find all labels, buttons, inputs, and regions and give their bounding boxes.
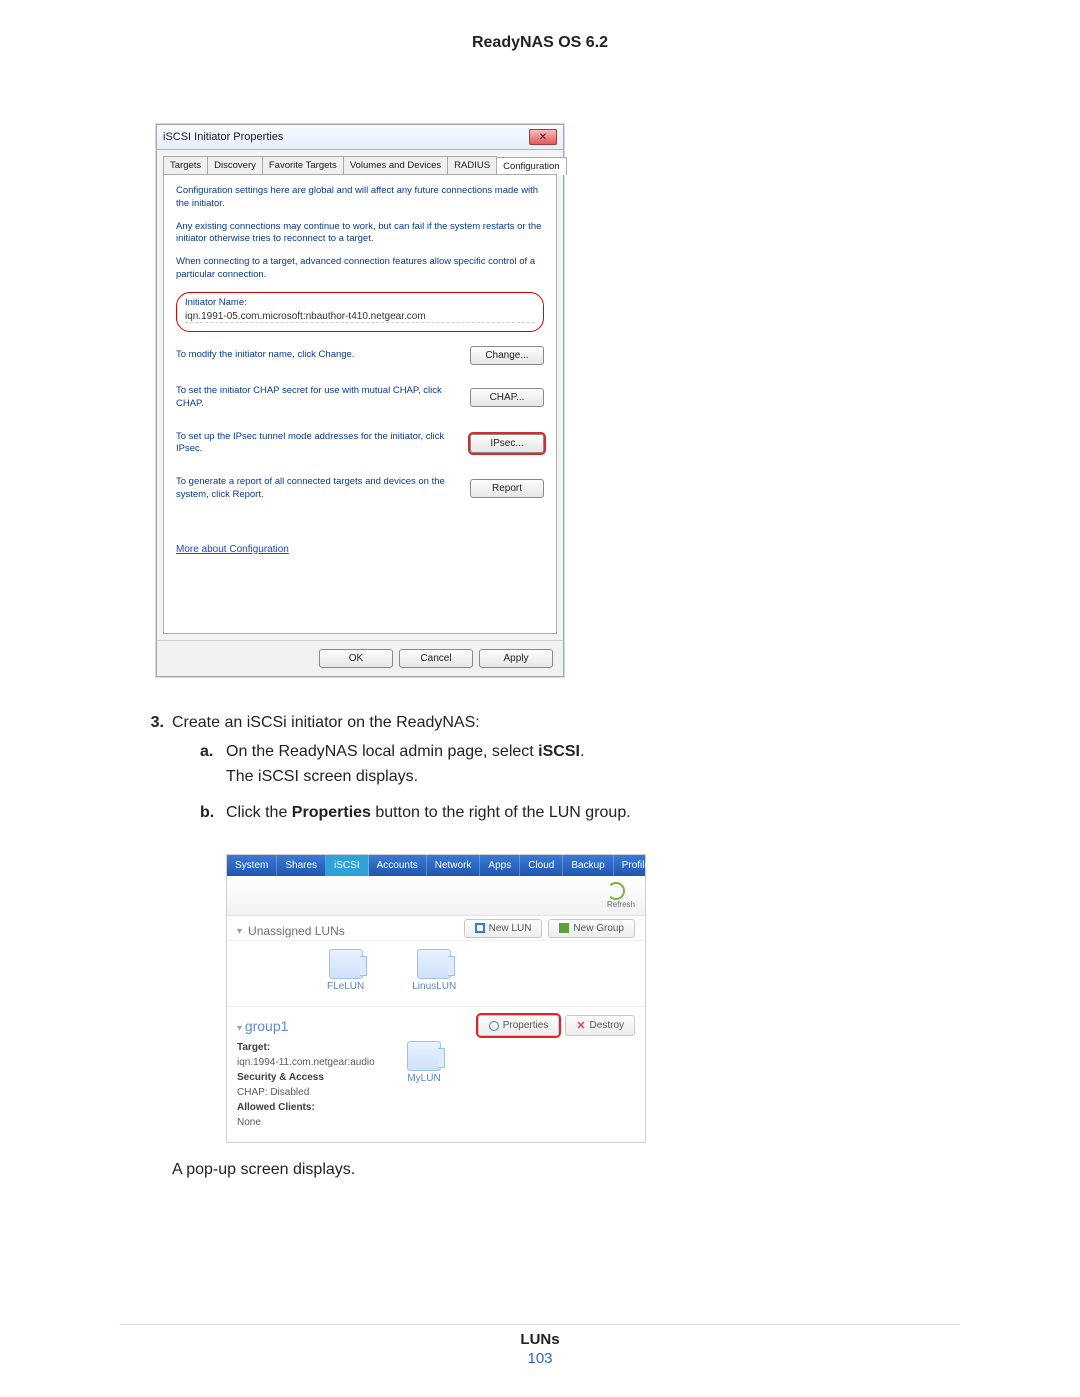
ipsec-button[interactable]: IPsec... (470, 434, 544, 453)
step-number: 3. (146, 711, 172, 736)
page-footer: LUNs 103 (0, 1324, 1080, 1367)
config-para-3: When connecting to a target, advanced co… (176, 256, 544, 282)
nas-tab-network[interactable]: Network (427, 855, 481, 876)
substep-a-text: On the ReadyNAS local admin page, select… (226, 740, 584, 765)
lun-icon (417, 949, 451, 979)
substep-b-letter: b. (200, 801, 226, 826)
initiator-name-value: iqn.1991-05.com.microsoft:nbauthor-t410.… (185, 308, 535, 323)
chap-desc: To set the initiator CHAP secret for use… (176, 385, 460, 411)
nas-tab-system[interactable]: System (227, 855, 277, 876)
group-lun-item[interactable]: MyLUN (407, 1041, 441, 1084)
lun-label: FLeLUN (327, 981, 364, 992)
content-region: iSCSI Initiator Properties ✕ Targets Dis… (120, 124, 960, 1179)
report-button[interactable]: Report (470, 479, 544, 498)
lun-icon (407, 1041, 441, 1071)
nas-tab-accounts[interactable]: Accounts (369, 855, 427, 876)
tab-volumes-devices[interactable]: Volumes and Devices (343, 156, 448, 174)
nas-tab-apps[interactable]: Apps (480, 855, 520, 876)
new-lun-button[interactable]: New LUN (464, 919, 543, 938)
initiator-name-box: Initiator Name: iqn.1991-05.com.microsof… (176, 292, 544, 332)
step-3: 3. Create an iSCSi initiator on the Read… (146, 711, 960, 826)
lun-label: MyLUN (407, 1073, 441, 1084)
destroy-icon: ✕ (576, 1019, 585, 1032)
nas-tab-cloud[interactable]: Cloud (520, 855, 563, 876)
ipsec-desc: To set up the IPsec tunnel mode addresse… (176, 431, 460, 457)
config-para-2: Any existing connections may continue to… (176, 221, 544, 247)
tab-configuration[interactable]: Configuration (496, 157, 567, 175)
new-group-button[interactable]: New Group (548, 919, 635, 938)
initiator-name-label: Initiator Name: (185, 297, 535, 308)
tab-radius[interactable]: RADIUS (447, 156, 497, 174)
unassigned-luns-header[interactable]: Unassigned LUNs (227, 916, 355, 940)
readynas-admin-screenshot: System Shares iSCSI Accounts Network App… (226, 854, 646, 1143)
cancel-button[interactable]: Cancel (399, 649, 473, 668)
properties-label: Properties (503, 1020, 549, 1031)
substep-a-line2: The iSCSI screen displays. (226, 765, 960, 790)
lun-item[interactable]: FLeLUN (327, 949, 364, 992)
footer-section-label: LUNs (0, 1331, 1080, 1348)
new-group-label: New Group (573, 923, 624, 934)
page-title: ReadyNAS OS 6.2 (120, 34, 960, 52)
change-desc: To modify the initiator name, click Chan… (176, 349, 460, 362)
new-lun-label: New LUN (489, 923, 532, 934)
change-button[interactable]: Change... (470, 346, 544, 365)
nas-tab-backup[interactable]: Backup (563, 855, 613, 876)
config-para-1: Configuration settings here are global a… (176, 185, 544, 211)
dialog-title: iSCSI Initiator Properties (163, 131, 283, 143)
lun-item[interactable]: LinusLUN (412, 949, 456, 992)
nas-tabbar: System Shares iSCSI Accounts Network App… (227, 855, 645, 876)
refresh-icon (607, 882, 625, 900)
nas-toolbar: Refresh (227, 876, 645, 916)
chap-button[interactable]: CHAP... (470, 388, 544, 407)
report-desc: To generate a report of all connected ta… (176, 476, 460, 502)
new-group-icon (559, 923, 569, 933)
lun-label: LinusLUN (412, 981, 456, 992)
refresh-button[interactable]: Refresh (607, 882, 635, 909)
nas-tab-profiles[interactable]: Profiles (614, 855, 664, 876)
group-name[interactable]: group1 (237, 1018, 288, 1034)
destroy-button[interactable]: ✕ Destroy (565, 1015, 635, 1036)
iscsi-initiator-dialog: iSCSI Initiator Properties ✕ Targets Dis… (156, 124, 564, 677)
destroy-label: Destroy (590, 1020, 624, 1031)
tab-discovery[interactable]: Discovery (207, 156, 263, 174)
tab-favorite-targets[interactable]: Favorite Targets (262, 156, 344, 174)
step-text: Create an iSCSi initiator on the ReadyNA… (172, 711, 480, 736)
gear-icon (489, 1021, 499, 1031)
close-icon[interactable]: ✕ (529, 129, 557, 145)
refresh-label: Refresh (607, 900, 635, 909)
substep-b-text: Click the Properties button to the right… (226, 801, 631, 826)
ok-button[interactable]: OK (319, 649, 393, 668)
dialog-titlebar: iSCSI Initiator Properties ✕ (157, 125, 563, 150)
tab-targets[interactable]: Targets (163, 156, 208, 174)
lun-icon (329, 949, 363, 979)
properties-button[interactable]: Properties (478, 1015, 560, 1036)
nas-tab-iscsi[interactable]: iSCSI (326, 855, 369, 876)
dialog-footer: OK Cancel Apply (157, 640, 563, 676)
nas-tab-shares[interactable]: Shares (277, 855, 326, 876)
new-lun-icon (475, 923, 485, 933)
unassigned-luns-strip: FLeLUN LinusLUN (227, 940, 645, 1006)
more-about-config-link[interactable]: More about Configuration (176, 544, 289, 555)
popup-caption: A pop-up screen displays. (172, 1161, 960, 1179)
dialog-body: Configuration settings here are global a… (163, 174, 557, 634)
footer-page-number: 103 (0, 1350, 1080, 1367)
apply-button[interactable]: Apply (479, 649, 553, 668)
lun-group: group1 Properties ✕ Destroy Target: iqn.… (227, 1006, 645, 1142)
dialog-tabbar: Targets Discovery Favorite Targets Volum… (163, 156, 557, 174)
substep-a-letter: a. (200, 740, 226, 765)
